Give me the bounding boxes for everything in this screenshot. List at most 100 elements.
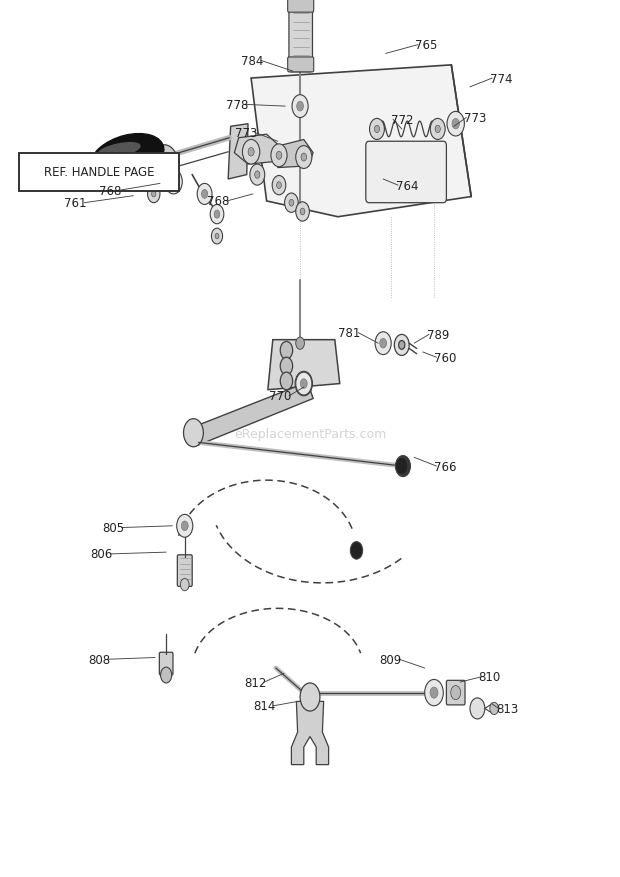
Circle shape (280, 342, 293, 360)
Circle shape (148, 186, 160, 203)
Text: 809: 809 (379, 653, 402, 666)
Circle shape (151, 146, 178, 184)
Text: 768: 768 (99, 185, 121, 197)
Text: 781: 781 (339, 327, 361, 339)
Circle shape (182, 522, 188, 531)
Text: 760: 760 (434, 352, 456, 364)
Circle shape (297, 103, 303, 111)
Circle shape (295, 372, 312, 396)
Text: 810: 810 (479, 671, 501, 683)
Text: 789: 789 (427, 329, 449, 341)
FancyBboxPatch shape (177, 555, 192, 587)
Circle shape (430, 119, 445, 140)
Polygon shape (228, 125, 248, 180)
Circle shape (300, 683, 320, 711)
Circle shape (276, 152, 282, 160)
Text: 772: 772 (391, 114, 413, 126)
Text: 812: 812 (244, 676, 267, 688)
Circle shape (158, 156, 170, 174)
Circle shape (380, 339, 386, 348)
FancyBboxPatch shape (288, 0, 314, 13)
Circle shape (170, 177, 177, 188)
Text: 814: 814 (254, 700, 276, 712)
Circle shape (151, 192, 156, 197)
Circle shape (165, 170, 182, 195)
Circle shape (301, 380, 307, 389)
Circle shape (350, 542, 363, 560)
Circle shape (272, 176, 286, 196)
Text: 773: 773 (464, 112, 486, 125)
Ellipse shape (91, 134, 164, 182)
Circle shape (447, 112, 464, 137)
Ellipse shape (98, 144, 140, 158)
Circle shape (180, 579, 189, 591)
Circle shape (280, 358, 293, 375)
FancyBboxPatch shape (19, 153, 179, 192)
Circle shape (470, 698, 485, 719)
Circle shape (177, 515, 193, 538)
Circle shape (399, 341, 405, 350)
Text: 774: 774 (490, 73, 512, 85)
Text: 761: 761 (64, 197, 87, 210)
Circle shape (211, 229, 223, 245)
Circle shape (197, 184, 212, 205)
Circle shape (374, 126, 379, 133)
Polygon shape (291, 702, 329, 765)
Text: 766: 766 (434, 460, 456, 473)
Circle shape (161, 667, 172, 683)
Polygon shape (268, 340, 340, 390)
Text: 813: 813 (496, 702, 518, 715)
Circle shape (396, 456, 410, 477)
Circle shape (394, 335, 409, 356)
Circle shape (301, 153, 307, 162)
Circle shape (242, 140, 260, 165)
Circle shape (250, 165, 265, 186)
Circle shape (289, 200, 294, 207)
FancyBboxPatch shape (288, 58, 314, 73)
Circle shape (184, 419, 203, 447)
Text: 773: 773 (235, 127, 257, 139)
Circle shape (301, 380, 307, 389)
FancyBboxPatch shape (366, 142, 446, 203)
Circle shape (490, 702, 498, 715)
Circle shape (296, 338, 304, 350)
Circle shape (271, 145, 287, 168)
Circle shape (285, 194, 298, 213)
Circle shape (296, 373, 312, 396)
FancyBboxPatch shape (159, 652, 173, 675)
Polygon shape (191, 384, 313, 446)
Polygon shape (251, 66, 471, 217)
Circle shape (292, 96, 308, 118)
Text: 770: 770 (269, 390, 291, 403)
FancyBboxPatch shape (446, 681, 465, 705)
Circle shape (280, 373, 293, 390)
Circle shape (370, 119, 384, 140)
Text: eReplacementParts.com: eReplacementParts.com (234, 428, 386, 440)
FancyBboxPatch shape (289, 0, 312, 73)
Circle shape (210, 205, 224, 225)
Circle shape (215, 234, 219, 239)
Circle shape (452, 119, 459, 130)
Circle shape (277, 182, 281, 189)
Text: 806: 806 (91, 548, 113, 560)
Circle shape (296, 146, 312, 169)
Text: 768: 768 (207, 196, 229, 208)
Text: 805: 805 (102, 522, 124, 534)
Text: 808: 808 (88, 653, 110, 666)
Circle shape (425, 680, 443, 706)
Text: 765: 765 (415, 39, 438, 52)
Circle shape (296, 203, 309, 222)
Polygon shape (234, 135, 282, 165)
Circle shape (202, 190, 208, 199)
Text: 764: 764 (396, 180, 418, 192)
Circle shape (214, 210, 220, 219)
Circle shape (435, 126, 440, 133)
Polygon shape (276, 140, 313, 168)
Circle shape (396, 458, 408, 475)
Circle shape (248, 148, 254, 157)
Circle shape (430, 688, 438, 698)
Circle shape (255, 172, 260, 179)
Circle shape (451, 686, 461, 700)
Circle shape (300, 209, 305, 216)
Circle shape (375, 332, 391, 355)
